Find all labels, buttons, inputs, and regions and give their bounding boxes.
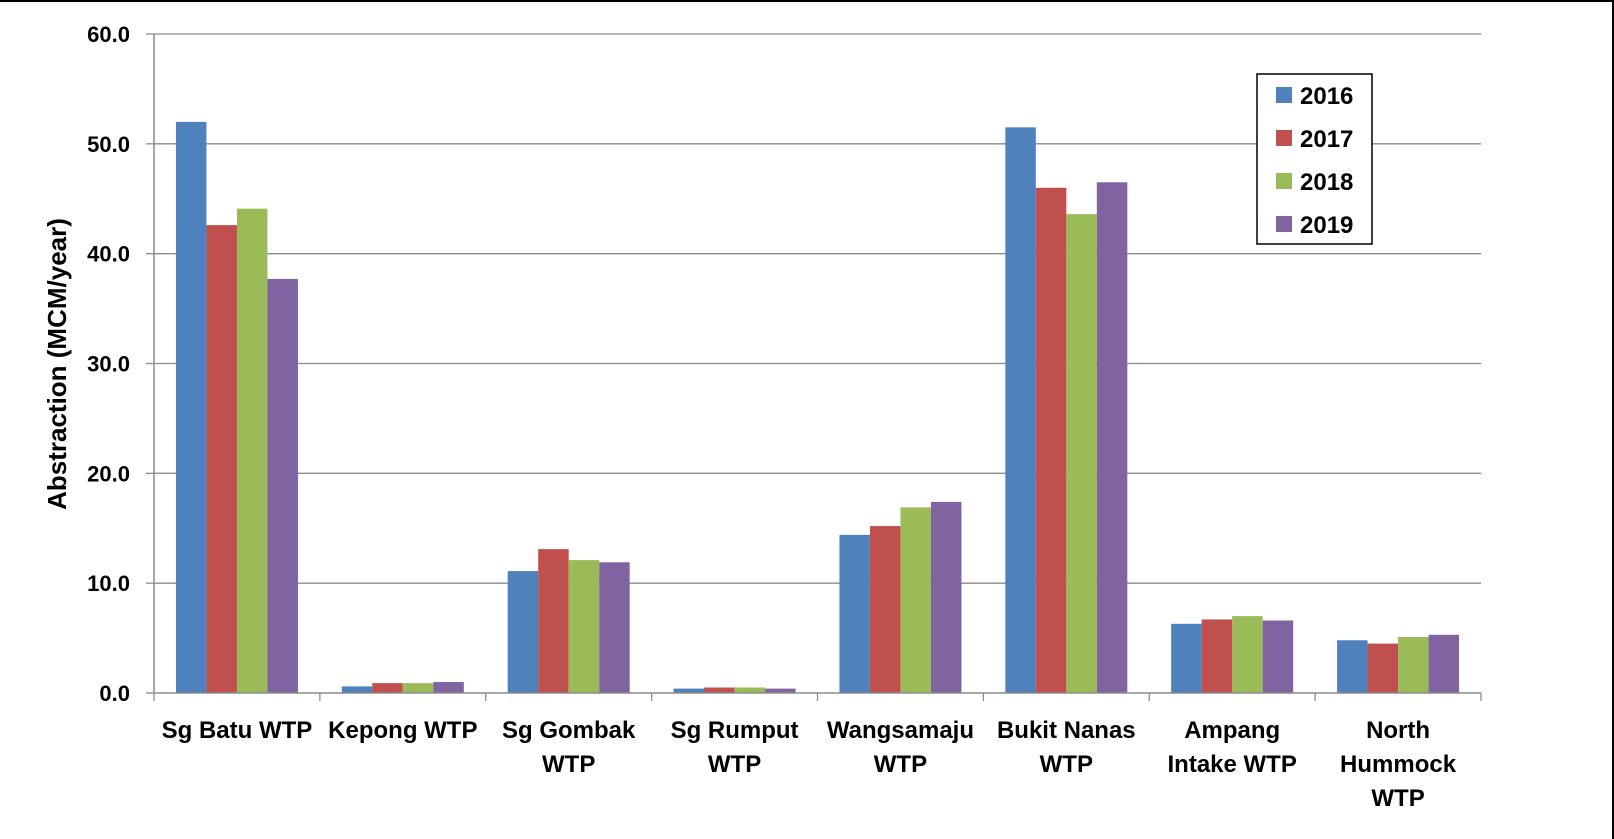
bar-2018 (568, 560, 600, 693)
bar-2019 (1428, 634, 1460, 693)
bar-2016 (1005, 127, 1036, 693)
x-category-label-line: WTP (542, 751, 595, 778)
x-category-label-line: WTP (1371, 785, 1424, 812)
x-category-label: Ampang Intake WTP (1168, 717, 1297, 778)
x-category-label-line: North (1366, 717, 1430, 744)
x-category-label: Bukit Nanas WTP (997, 717, 1136, 778)
bar-2018 (1232, 616, 1263, 693)
x-category-label-line: Hummock (1340, 751, 1457, 778)
bar-2017 (1035, 187, 1067, 693)
y-tick-label: 0.0 (99, 681, 130, 706)
bar-2019 (765, 688, 796, 693)
bar-2017 (206, 225, 237, 694)
bar-2018 (900, 507, 931, 693)
x-category-label: Kepong WTP (328, 717, 477, 744)
bar-2017 (538, 549, 569, 693)
x-category-label-line: Intake WTP (1168, 751, 1297, 778)
bar-2016 (839, 534, 870, 693)
bar-2016 (175, 121, 207, 693)
bar-2017 (1201, 619, 1233, 693)
x-category-label-line: Ampang (1184, 717, 1280, 744)
x-category-label-line: WTP (1040, 751, 1093, 778)
bar-2018 (734, 687, 766, 693)
bar-2017 (869, 526, 901, 693)
grid-lines (154, 33, 1481, 584)
bars (175, 121, 1460, 694)
x-category-label: Wangsamaju WTP (827, 717, 974, 778)
bar-2018 (402, 683, 434, 693)
bar-2017 (704, 687, 735, 693)
y-tick-label: 30.0 (87, 352, 130, 377)
x-category-label-line: Bukit Nanas (997, 717, 1136, 744)
bar-2016 (673, 688, 705, 693)
bar-2017 (372, 683, 403, 693)
x-category-label-line: Sg Batu WTP (162, 717, 313, 744)
bar-2018 (1066, 214, 1097, 694)
bar-2018 (236, 208, 268, 693)
bar-2019 (930, 501, 962, 693)
y-tick-label: 20.0 (87, 461, 130, 486)
x-category-label-line: WTP (708, 751, 761, 778)
x-category-label-line: Kepong WTP (328, 717, 477, 744)
bar-2019 (433, 682, 464, 693)
legend: 2016 2017 2018 2019 (1256, 73, 1373, 245)
bar-2016 (1171, 623, 1202, 693)
bar-2019 (1096, 182, 1128, 693)
x-category-label: Sg Batu WTP (162, 717, 313, 744)
bar-2017 (1367, 643, 1399, 693)
x-category-label-line: Wangsamaju (827, 717, 974, 744)
legend-swatch (1276, 173, 1292, 189)
x-category-label-line: WTP (874, 751, 927, 778)
legend-label: 2016 (1300, 83, 1353, 110)
bar-2019 (599, 562, 630, 693)
legend-swatch (1276, 216, 1292, 232)
legend-label: 2019 (1300, 212, 1353, 239)
x-category-label: Sg Rumput WTP (671, 717, 799, 778)
x-category-label-line: Sg Rumput (671, 717, 799, 744)
y-axis-title: Abstraction (MCM/year) (42, 218, 72, 510)
legend-swatch (1276, 87, 1292, 103)
bar-2016 (507, 571, 539, 693)
y-tick-label: 40.0 (87, 242, 130, 267)
y-tick-label: 50.0 (87, 132, 130, 157)
legend-label: 2017 (1300, 126, 1353, 153)
bar-2018 (1398, 636, 1429, 693)
legend-label: 2018 (1300, 169, 1353, 196)
y-tick-labels: 0.0 10.0 20.0 30.0 40.0 50.0 60.0 (87, 22, 130, 706)
y-tick-label: 60.0 (87, 22, 130, 47)
bar-2019 (267, 278, 298, 693)
bar-2016 (1337, 640, 1368, 693)
legend-swatch (1276, 130, 1292, 146)
bar-2019 (1262, 620, 1294, 693)
axes (146, 33, 1482, 701)
y-tick-label: 10.0 (87, 571, 130, 596)
bar-2016 (341, 686, 373, 693)
x-category-label-line: Sg Gombak (502, 717, 636, 744)
x-category-label: North Hummock WTP (1340, 717, 1457, 812)
x-category-label: Sg Gombak WTP (502, 717, 636, 778)
